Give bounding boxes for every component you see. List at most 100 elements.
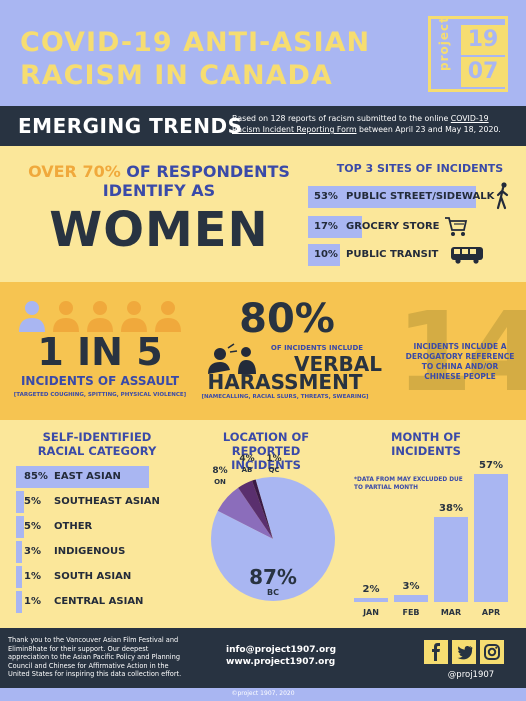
racial-title-1: SELF-IDENTIFIED: [42, 430, 152, 444]
racial-category-bar: [16, 516, 24, 538]
site-bar: [308, 186, 476, 208]
assault-ratio: 1 IN 5: [37, 330, 163, 374]
women-label: WOMEN: [49, 202, 269, 258]
racial-category-row: 85% EAST ASIAN: [16, 466, 186, 488]
location-pie-chart: [211, 477, 335, 601]
site-percent: 17%: [314, 221, 338, 232]
pie-name-ab: AB: [241, 466, 253, 474]
verbal-word: VERBAL: [293, 352, 382, 376]
location-title-2: REPORTED INCIDENTS: [231, 444, 301, 472]
data-source-note: Based on 128 reports of racism submitted…: [232, 113, 517, 135]
reporting-form-link[interactable]: COVID-19 Racism Incident Reporting Form: [232, 114, 489, 134]
racial-category-bar: [16, 466, 149, 488]
copyright: ©project 1907, 2020: [231, 690, 295, 697]
twitter-icon[interactable]: [452, 640, 476, 664]
social-handle[interactable]: @proj1907: [447, 670, 495, 680]
racial-category-percent: 5%: [24, 521, 41, 532]
racial-category-row: 3% INDIGENOUS: [16, 541, 186, 563]
pie-name-qc: QC: [268, 466, 280, 474]
email-link[interactable]: info@project1907.org: [226, 645, 337, 655]
racial-category-label: EAST ASIAN: [54, 471, 121, 482]
people-icons: [19, 301, 181, 332]
assault-label: INCIDENTS OF ASSAULT: [20, 374, 180, 388]
instagram-icon[interactable]: [480, 640, 504, 664]
header: COVID-19 ANTI-ASIAN RACISM IN CANADA pro…: [0, 0, 526, 106]
month-footnote: *DATA FROM MAY EXCLUDED DUE TO PARTIAL M…: [354, 477, 463, 491]
shouting-people-icon: [208, 343, 256, 374]
person-icon-highlighted: [19, 301, 45, 332]
racial-category-label: SOUTH ASIAN: [54, 571, 132, 582]
month-label: APR: [481, 608, 501, 617]
incidents-panel: 1 IN 5 INCIDENTS OF ASSAULT [TARGETED CO…: [0, 282, 526, 420]
footer: Thank you to the Vancouver Asian Film Fe…: [0, 628, 526, 688]
top-sites-title: TOP 3 SITES OF INCIDENTS: [336, 162, 504, 175]
racial-category-label: CENTRAL ASIAN: [54, 596, 144, 607]
pie-label-ab: 4% AB: [236, 454, 258, 476]
site-label: PUBLIC STREET/SIDEWALK: [346, 191, 495, 202]
month-title-2: INCIDENTS: [391, 444, 461, 458]
month-value: 38%: [439, 503, 463, 514]
verbal-sub: OF INCIDENTS INCLUDE: [270, 344, 364, 352]
harassment-detail: [NAMECALLING, RACIAL SLURS, THREATS, SWE…: [201, 394, 369, 400]
month-bar-feb: [394, 595, 428, 602]
month-bar-jan: [354, 598, 388, 602]
emerging-trends-bar: EMERGING TRENDS Based on 128 reports of …: [0, 106, 526, 146]
site-bar: [308, 244, 340, 266]
women-stat-heading: OVER 70% OF RESPONDENTS IDENTIFY AS: [14, 162, 304, 200]
bus-icon: [451, 247, 483, 264]
facebook-icon[interactable]: [424, 640, 448, 664]
site-row-street: 53% PUBLIC STREET/SIDEWALK: [308, 182, 518, 210]
walking-person-icon: [496, 182, 509, 210]
china-reference-text: INCIDENTS INCLUDE A DEROGATORY REFERENCE…: [405, 342, 515, 381]
site-row-grocery: 17% GROCERY STORE: [308, 216, 518, 238]
pie-slice-bc: [211, 477, 335, 601]
month-value: 3%: [402, 581, 420, 592]
note-text: Based on 128 reports of racism submitted…: [232, 114, 451, 123]
month-label: JAN: [363, 608, 379, 617]
racial-category-bar: [16, 541, 22, 563]
racial-category-row: 5% SOUTHEAST ASIAN: [16, 491, 186, 513]
racial-category-bar: [16, 491, 24, 513]
pie-pct-bc: 87%: [249, 565, 297, 589]
women-text-1: OF RESPONDENTS: [120, 162, 290, 181]
racial-category-title: SELF-IDENTIFIED RACIAL CATEGORY: [12, 430, 182, 458]
racial-category-row: 1% SOUTH ASIAN: [16, 566, 186, 588]
pie-label-on: 8% ON: [210, 466, 230, 488]
racial-category-percent: 1%: [24, 596, 41, 607]
logo-year-top: 19: [461, 25, 505, 55]
website-link[interactable]: www.project1907.org: [226, 657, 336, 667]
pie-pct-qc: 1%: [266, 454, 282, 464]
location-title: LOCATION OF REPORTED INCIDENTS: [196, 430, 336, 472]
racial-category-label: INDIGENOUS: [54, 546, 126, 557]
acknowledgement-text: Thank you to the Vancouver Asian Film Fe…: [8, 636, 182, 679]
assault-detail: [TARGETED COUGHING, SPITTING, PHYSICAL V…: [13, 392, 187, 398]
month-label: FEB: [402, 608, 420, 617]
verbal-percent: 80%: [239, 296, 335, 342]
title-line-2: RACISM IN CANADA: [20, 60, 333, 91]
site-bar: [308, 216, 362, 238]
racial-category-bar: [16, 566, 22, 588]
women-text-2: IDENTIFY AS: [102, 181, 216, 200]
shopping-cart-icon: [445, 217, 468, 236]
racial-title-2: RACIAL CATEGORY: [37, 444, 157, 458]
pie-pct-on: 8%: [212, 466, 228, 476]
month-label: MAR: [440, 608, 462, 617]
pie-slice-qc: [251, 479, 273, 539]
title-line-1: COVID-19 ANTI-ASIAN: [20, 27, 371, 58]
month-bar-mar: [434, 517, 468, 602]
site-label: GROCERY STORE: [346, 221, 440, 232]
racial-category-percent: 5%: [24, 496, 41, 507]
site-row-transit: 10% PUBLIC TRANSIT: [308, 244, 518, 266]
month-title: MONTH OF INCIDENTS: [366, 430, 486, 458]
racial-category-percent: 1%: [24, 571, 41, 582]
contact-block: info@project1907.org www.project1907.org: [226, 644, 337, 668]
racial-category-row: 5% OTHER: [16, 516, 186, 538]
racial-category-row: 1% CENTRAL ASIAN: [16, 591, 186, 613]
pie-label-bc: 87% BC: [248, 566, 298, 598]
respondents-panel: OVER 70% OF RESPONDENTS IDENTIFY AS WOME…: [0, 146, 526, 282]
month-value: 57%: [479, 460, 503, 471]
pie-slice-ab: [238, 480, 273, 539]
pie-label-qc: 1% QC: [264, 454, 284, 476]
page-title: COVID-19 ANTI-ASIAN RACISM IN CANADA: [20, 26, 420, 92]
site-percent: 53%: [314, 191, 338, 202]
